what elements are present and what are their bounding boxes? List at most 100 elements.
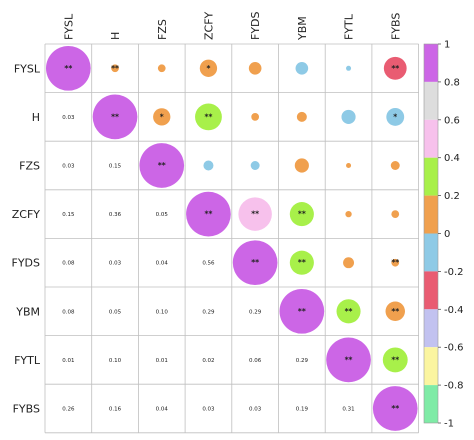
correlation-circle-h-h [92,94,138,140]
correlation-circle-fyds-fytl [343,257,355,269]
correlation-circle-fzs-fzs [139,143,185,188]
colorbar-bin [424,157,438,196]
correlation-value-zcfy-h: 0.36 [109,212,122,218]
row-labels: FYSL H FZS ZCFY FYDS YBM FYTL FYBS [12,62,41,415]
correlation-value-fytl-fzs: 0.01 [156,358,168,364]
correlation-circle-fyds-ybm [289,250,314,275]
colorbar-tick-label: -1 [444,419,454,430]
colorbar-bin [424,347,438,386]
correlation-value-ybm-fysl: 0.08 [62,309,75,315]
correlation-circle-fysl-fzs [157,64,166,73]
correlation-value-fybs-fytl: 0.31 [342,407,354,413]
column-labels: FYSL H FZS ZCFY FYDS YBM FYTL FYBS [62,11,402,41]
correlation-circle-zcfy-zcfy [186,191,231,237]
correlation-circle-fyds-fybs [391,258,400,267]
significance-label: ** [298,307,306,316]
colorbar-bin [424,271,438,310]
row-label-ybm: YBM [15,305,40,318]
correlation-circle-fzs-fytl [346,163,352,168]
column-label-zcfy: ZCFY [202,11,215,40]
correlation-value-ybm-fzs: 0.10 [156,309,169,315]
significance-label: ** [391,404,399,413]
row-label-h: H [32,111,40,124]
correlation-circle-fysl-fysl [46,45,91,91]
correlation-circle-fysl-h [111,64,119,73]
colorbar-tick-label: -0.4 [444,305,464,316]
significance-label: ** [391,355,399,364]
correlation-circle-h-fyds [251,113,260,121]
colorbar-tick-label: 0.8 [444,77,460,88]
correlation-circle-zcfy-fybs [391,210,400,218]
significance-label: ** [391,64,399,73]
significance-label: ** [251,210,259,219]
significance-label: ** [345,355,353,364]
colorbar-tick-label: 0 [444,229,450,240]
correlation-circle-h-zcfy [195,103,222,131]
correlation-circle-zcfy-ybm [289,202,314,227]
row-label-zcfy: ZCFY [12,208,41,221]
colorbar-bin [424,233,438,272]
correlation-value-zcfy-fzs: 0.05 [156,212,169,218]
significance-label: * [393,112,397,121]
correlation-circle-fysl-fybs [383,56,407,80]
significance-label: ** [298,210,306,219]
significance-label: * [206,64,210,73]
column-label-h: H [109,32,122,40]
column-label-fyds: FYDS [249,11,262,40]
correlation-circle-ybm-fytl [336,299,361,324]
correlation-value-fybs-zcfy: 0.03 [202,407,215,413]
correlation-value-fzs-fysl: 0.03 [62,164,75,170]
correlation-circle-fysl-ybm [295,61,309,75]
significance-label: ** [391,258,399,267]
correlation-value-fzs-h: 0.15 [109,164,122,170]
correlation-value-fytl-ybm: 0.29 [296,358,309,364]
significance-label: ** [298,258,306,267]
colorbar-tick-label: 1 [444,40,450,51]
correlation-circle-fzs-fyds [250,161,260,170]
correlation-value-fybs-fysl: 0.26 [62,407,75,413]
column-label-fytl: FYTL [343,13,356,40]
column-label-ybm: YBM [296,16,309,41]
correlation-value-ybm-h: 0.05 [109,309,122,315]
significance-label: ** [111,64,119,73]
correlation-circle-fzs-fybs [390,161,400,170]
correlation-value-fytl-zcfy: 0.02 [202,358,214,364]
correlation-value-zcfy-fysl: 0.15 [62,212,75,218]
correlation-circle-h-fzs [153,108,171,126]
correlation-circle-zcfy-fyds [238,197,272,231]
correlation-circle-fysl-zcfy [199,59,218,77]
correlation-circle-fybs-fybs [372,386,418,431]
colorbar-tick-label: -0.6 [444,343,464,354]
correlation-circle-fysl-fyds [248,61,262,75]
correlation-value-fyds-fzs: 0.04 [156,261,169,267]
colorbar-bin [424,81,438,120]
significance-label: ** [205,112,213,121]
column-label-fybs: FYBS [389,13,402,40]
colorbar-bin [424,195,438,234]
correlation-value-fytl-h: 0.10 [109,358,122,364]
cells: ** ** * **0.03 ** * ** *0.03 0.15 **0.15 0.36 0.05 *… [46,45,418,431]
correlation-circle-h-ybm [296,111,307,122]
correlation-circle-fytl-fytl [326,337,371,383]
column-label-fzs: FZS [156,19,169,40]
row-label-fysl: FYSL [14,62,41,75]
correlation-circle-fytl-fybs [382,347,408,373]
correlation-value-fybs-h: 0.16 [109,407,122,413]
colorbar-tick-label: -0.8 [444,381,464,392]
correlation-value-h-fysl: 0.03 [62,115,75,121]
colorbar-bin [424,385,438,423]
colorbar-bin [424,119,438,158]
colorbar-bin [424,309,438,348]
row-label-fzs: FZS [19,160,40,173]
correlation-value-fyds-h: 0.03 [109,261,122,267]
significance-label: ** [111,112,119,121]
significance-label: ** [64,64,72,73]
column-label-fysl: FYSL [62,13,75,40]
correlation-circle-ybm-ybm [279,288,325,334]
correlation-value-fybs-ybm: 0.19 [296,407,309,413]
colorbar-tick-label: 0.4 [444,153,460,164]
correlation-circle-zcfy-fytl [345,210,352,218]
correlation-value-ybm-fyds: 0.29 [249,309,262,315]
row-label-fytl: FYTL [14,354,41,367]
